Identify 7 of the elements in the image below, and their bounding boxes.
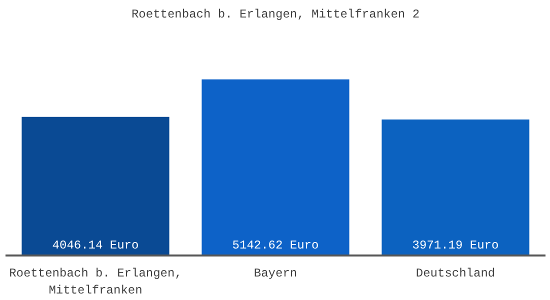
x-tick-label: Deutschland (416, 266, 496, 280)
chart-title: Roettenbach b. Erlangen, Mittelfranken 2 (131, 8, 420, 22)
data-label: 3971.19 Euro (412, 238, 499, 253)
data-label: 4046.14 Euro (52, 238, 139, 253)
data-label: 5142.62 Euro (232, 238, 319, 253)
x-tick-label: Roettenbach b. Erlangen, Mittelfranken (9, 266, 182, 298)
x-tick-label: Bayern (254, 266, 298, 280)
